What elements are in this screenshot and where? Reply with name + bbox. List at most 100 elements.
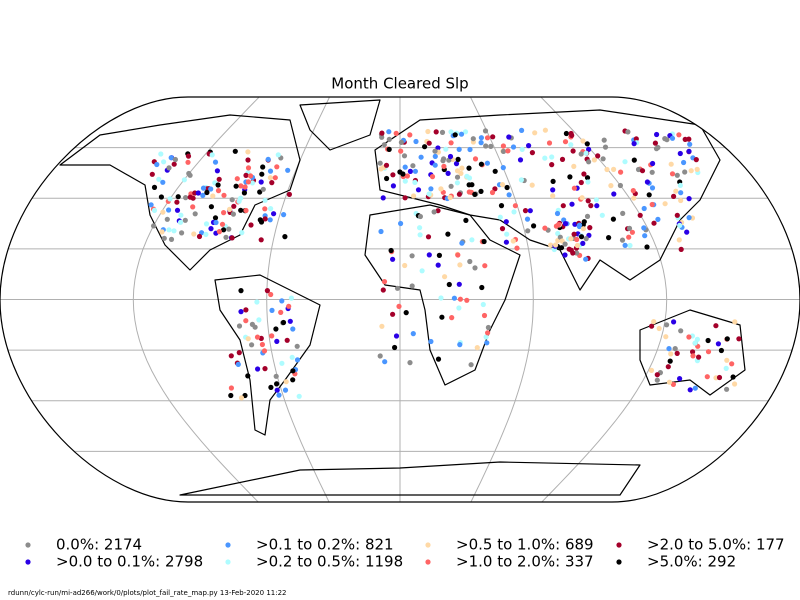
station-dot bbox=[606, 235, 612, 241]
station-dot bbox=[488, 143, 494, 149]
station-dot bbox=[432, 153, 438, 159]
station-dot bbox=[729, 361, 735, 367]
station-dot bbox=[554, 210, 561, 217]
station-dot bbox=[619, 237, 626, 243]
station-dot bbox=[655, 144, 661, 151]
station-dot bbox=[466, 182, 472, 188]
station-dot bbox=[235, 361, 241, 367]
station-dot bbox=[458, 170, 464, 176]
station-dot bbox=[239, 230, 245, 236]
station-dot bbox=[160, 209, 166, 215]
station-dot bbox=[203, 221, 210, 227]
station-dot bbox=[451, 295, 457, 301]
station-dot bbox=[655, 216, 661, 222]
legend-marker bbox=[425, 542, 431, 548]
station-dot bbox=[238, 288, 244, 294]
station-dot bbox=[610, 216, 617, 222]
station-dot bbox=[407, 132, 413, 138]
station-dot bbox=[264, 288, 270, 294]
station-dot bbox=[649, 169, 655, 175]
station-dot bbox=[724, 336, 730, 342]
station-dot bbox=[542, 155, 548, 161]
station-dot bbox=[629, 229, 636, 235]
station-dot bbox=[245, 165, 252, 171]
station-dot bbox=[245, 179, 251, 185]
station-dot bbox=[379, 323, 385, 329]
station-dot bbox=[626, 225, 633, 231]
station-dot bbox=[464, 173, 470, 179]
legend-marker bbox=[616, 542, 622, 548]
station-dot bbox=[676, 237, 682, 243]
station-dot bbox=[732, 319, 738, 325]
station-dot bbox=[518, 177, 525, 183]
legend-marker bbox=[225, 542, 231, 548]
station-dot bbox=[274, 387, 280, 393]
station-dot bbox=[185, 153, 192, 159]
legend-marker bbox=[616, 559, 622, 565]
station-dot bbox=[256, 317, 262, 323]
station-dot bbox=[466, 189, 472, 195]
station-dot bbox=[268, 291, 274, 298]
station-dot bbox=[273, 373, 279, 379]
station-dot bbox=[245, 149, 251, 155]
station-dot bbox=[525, 228, 531, 234]
station-dot bbox=[571, 231, 577, 237]
station-dot bbox=[236, 350, 242, 356]
station-dot bbox=[267, 175, 273, 181]
station-dot bbox=[229, 235, 235, 241]
coastlines bbox=[59, 99, 746, 496]
station-dot bbox=[275, 152, 281, 158]
station-dot bbox=[447, 153, 454, 160]
station-dot bbox=[550, 193, 556, 199]
station-dot bbox=[482, 263, 488, 269]
africa bbox=[364, 204, 521, 386]
station-dot bbox=[282, 234, 288, 240]
station-dot bbox=[449, 315, 455, 321]
station-dot bbox=[254, 299, 260, 305]
station-dot bbox=[257, 189, 263, 195]
station-dot bbox=[588, 203, 594, 209]
station-dot bbox=[294, 357, 301, 363]
station-dot bbox=[287, 318, 293, 324]
station-dot bbox=[503, 219, 509, 225]
station-dot bbox=[454, 180, 460, 186]
station-dot bbox=[678, 197, 684, 204]
station-dot bbox=[517, 157, 524, 163]
station-dot bbox=[633, 136, 639, 142]
station-dot bbox=[168, 155, 174, 161]
station-dot bbox=[412, 179, 418, 185]
station-dot bbox=[428, 338, 434, 345]
station-dot bbox=[223, 234, 229, 240]
station-dot bbox=[216, 229, 222, 235]
north-america bbox=[59, 114, 301, 271]
station-dot bbox=[492, 168, 498, 174]
station-dot bbox=[677, 222, 683, 228]
station-dot bbox=[204, 189, 210, 196]
station-dot bbox=[415, 187, 422, 193]
station-dot bbox=[273, 326, 279, 332]
station-dot bbox=[497, 214, 503, 220]
station-dot bbox=[574, 242, 581, 249]
station-dot bbox=[442, 274, 448, 280]
station-dot bbox=[531, 223, 537, 229]
station-dot bbox=[151, 207, 158, 213]
station-dot bbox=[390, 256, 396, 262]
station-dot bbox=[677, 150, 683, 157]
station-dot bbox=[529, 150, 536, 156]
station-dot bbox=[687, 387, 693, 393]
station-dot bbox=[637, 212, 643, 218]
station-dot bbox=[650, 160, 656, 167]
station-dot bbox=[269, 307, 275, 313]
station-dot bbox=[583, 236, 589, 242]
station-dot bbox=[666, 346, 672, 352]
station-dot bbox=[149, 171, 155, 177]
station-dot bbox=[681, 159, 687, 166]
station-dot bbox=[474, 345, 480, 351]
stations bbox=[148, 127, 742, 401]
station-dot bbox=[426, 191, 432, 197]
map-boundary bbox=[0, 96, 800, 503]
station-dot bbox=[644, 179, 651, 185]
station-dot bbox=[504, 184, 510, 191]
station-dot bbox=[618, 169, 624, 175]
